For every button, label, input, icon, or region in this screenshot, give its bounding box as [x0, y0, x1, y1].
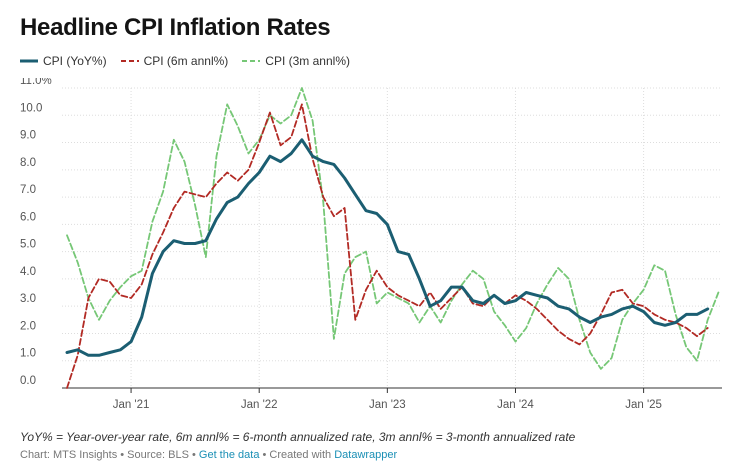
- y-tick-label: 2.0: [20, 320, 36, 332]
- get-data-link[interactable]: Get the data: [198, 449, 260, 461]
- legend-swatch-yoy: [20, 59, 38, 63]
- x-tick-label: Jan '22: [241, 399, 278, 411]
- x-tick-label: Jan '25: [625, 399, 662, 411]
- legend-label-6m: CPI (6m annl%): [143, 54, 229, 68]
- series-line-yoy: [65, 138, 710, 357]
- y-tick-label: 7.0: [20, 184, 36, 196]
- line-chart: 0.0 1.0 2.0 3.0 4.0 5.0 6.0 7.0 8.0 9.0 10.0 11.0% J…: [20, 78, 722, 411]
- legend-swatch-3m: [242, 60, 261, 62]
- y-tick-label: 10.0: [20, 102, 42, 114]
- footnote: YoY% = Year-over-year rate, 6m annl% = 6…: [20, 430, 576, 444]
- x-tick-label: Jan '24: [497, 399, 534, 411]
- x-tick-label: Jan '23: [369, 399, 406, 411]
- y-tick-label: 11.0%: [20, 78, 52, 87]
- y-tick-label: 8.0: [20, 157, 36, 169]
- legend-item-3m: CPI (3m annl%): [242, 54, 350, 68]
- legend-swatch-6m: [120, 60, 139, 62]
- legend-label-yoy: CPI (YoY%): [43, 54, 107, 68]
- legend: CPI (YoY%) CPI (6m annl%) CPI (3m annl%): [20, 54, 364, 68]
- y-tick-label: 3.0: [20, 293, 36, 305]
- y-tick-label: 5.0: [20, 239, 36, 251]
- x-tick-label: Jan '21: [113, 399, 150, 411]
- chart-title: Headline CPI Inflation Rates: [20, 14, 331, 41]
- y-tick-label: 6.0: [20, 211, 36, 223]
- y-tick-label: 4.0: [20, 266, 36, 278]
- legend-item-6m: CPI (6m annl%): [120, 54, 229, 68]
- y-tick-label: 9.0: [20, 130, 36, 142]
- series-line-3m: [66, 87, 720, 370]
- datawrapper-link[interactable]: Datawrapper: [334, 449, 398, 461]
- source-line: Chart: MTS Insights • Source: BLS • Get …: [20, 449, 397, 461]
- y-tick-label: 0.0: [20, 375, 36, 387]
- source-prefix: Chart: MTS Insights • Source: BLS •: [20, 449, 199, 461]
- legend-label-3m: CPI (3m annl%): [265, 54, 350, 68]
- source-middle: • Created with: [259, 449, 335, 461]
- series-line-6m: [66, 103, 709, 389]
- legend-item-yoy: CPI (YoY%): [20, 54, 107, 68]
- y-tick-label: 1.0: [20, 348, 36, 360]
